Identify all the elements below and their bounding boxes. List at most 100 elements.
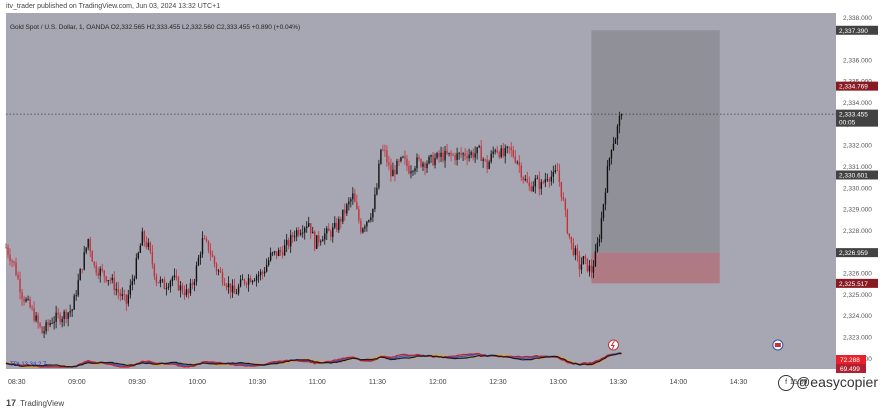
- long-position-target-zone[interactable]: [591, 30, 720, 253]
- y-tick-label: 2,338.000: [843, 15, 872, 22]
- tdi-rsi-line: [5, 352, 622, 368]
- time-scale[interactable]: [0, 369, 836, 387]
- candle-body: [604, 192, 607, 205]
- candle-body: [65, 311, 67, 319]
- candle-body: [163, 279, 166, 290]
- candle-body: [45, 322, 47, 332]
- candle-body: [426, 163, 428, 169]
- candle-body: [498, 152, 500, 158]
- candle-body: [91, 251, 93, 262]
- candle-body: [181, 285, 184, 293]
- candle-body: [277, 249, 280, 256]
- candle-body: [231, 285, 234, 293]
- candle-body: [320, 241, 322, 243]
- candle-body: [324, 233, 326, 240]
- candle-body: [265, 265, 268, 272]
- candle-body: [279, 249, 282, 252]
- candle-body: [440, 152, 442, 157]
- y-tick-label: 2,326.000: [843, 271, 872, 278]
- candle-body: [201, 238, 204, 255]
- candle-body: [484, 159, 486, 161]
- indicator-badge-text: 69.499: [840, 366, 860, 373]
- candle-body: [291, 234, 294, 238]
- candle-body: [600, 218, 603, 239]
- candle-body: [460, 153, 462, 155]
- candle-body: [143, 231, 146, 242]
- published-by-header: itv_trader published on TradingView.com,…: [6, 3, 221, 10]
- long-position-stop-zone[interactable]: [591, 252, 720, 284]
- y-tick-label: 2,325.000: [843, 292, 872, 299]
- candle-body: [171, 277, 174, 282]
- candle-body: [127, 294, 129, 304]
- candle-body: [408, 166, 410, 174]
- candle-body: [83, 252, 85, 270]
- candle-body: [596, 242, 599, 252]
- candle-body: [97, 272, 99, 276]
- x-tick-label: 11:30: [369, 379, 386, 386]
- candle-body: [502, 148, 504, 157]
- candle-body: [602, 204, 605, 219]
- candle-body: [322, 239, 324, 242]
- candle-body: [209, 250, 212, 255]
- candle-body: [512, 149, 514, 157]
- candle-body: [490, 153, 492, 162]
- candle-body: [308, 223, 310, 227]
- indicator-badge-text: 72.288: [840, 357, 860, 364]
- candle-body: [269, 252, 272, 261]
- candle-body: [530, 186, 532, 192]
- candle-body: [488, 161, 490, 169]
- candle-body: [15, 262, 17, 276]
- candle-body: [428, 156, 430, 164]
- candle-body: [614, 139, 617, 144]
- candle-body: [522, 177, 524, 181]
- candle-body: [43, 331, 45, 334]
- candle-body: [81, 269, 83, 270]
- candle-body: [378, 163, 380, 188]
- candle-body: [304, 228, 306, 233]
- price-scale[interactable]: [836, 13, 886, 369]
- candle-body: [586, 258, 589, 272]
- candle-body: [316, 235, 318, 249]
- candle-body: [318, 235, 320, 243]
- candle-body: [616, 126, 619, 140]
- candle-body: [418, 157, 420, 160]
- candle-body: [5, 247, 7, 249]
- candle-body: [610, 149, 613, 159]
- candle-body: [189, 283, 192, 294]
- candle-body: [71, 309, 73, 312]
- candle-body: [376, 187, 378, 195]
- x-tick-label: 10:00: [188, 379, 206, 386]
- lightning-bolt-icon: [610, 340, 615, 350]
- candle-body: [85, 247, 87, 253]
- candle-body: [259, 271, 262, 275]
- candle-body: [302, 232, 304, 234]
- candle-body: [382, 149, 384, 151]
- candle-body: [37, 315, 39, 324]
- candle-body: [239, 279, 242, 287]
- candle-body: [207, 240, 210, 251]
- candle-body: [582, 256, 585, 265]
- candle-body: [386, 150, 388, 163]
- tradingview-brand-text: TradingView: [20, 399, 65, 408]
- candle-body: [157, 282, 160, 284]
- candle-body: [145, 241, 148, 248]
- candle-body: [195, 265, 198, 282]
- candle-body: [205, 238, 208, 241]
- candle-body: [540, 181, 542, 189]
- candle-body: [514, 156, 516, 163]
- candle-body: [7, 247, 9, 255]
- candle-body: [101, 268, 103, 271]
- candle-body: [59, 314, 61, 323]
- candle-body: [211, 254, 214, 257]
- candle-body: [245, 283, 248, 285]
- candle-body: [328, 228, 330, 232]
- price-badge-countdown: 00:05: [839, 120, 856, 127]
- candle-body: [69, 311, 71, 313]
- candle-body: [618, 115, 621, 127]
- price-badge: [836, 248, 878, 258]
- candle-body: [422, 163, 424, 167]
- candle-body: [434, 158, 436, 166]
- easycopier-watermark: f @easycopier: [778, 374, 878, 392]
